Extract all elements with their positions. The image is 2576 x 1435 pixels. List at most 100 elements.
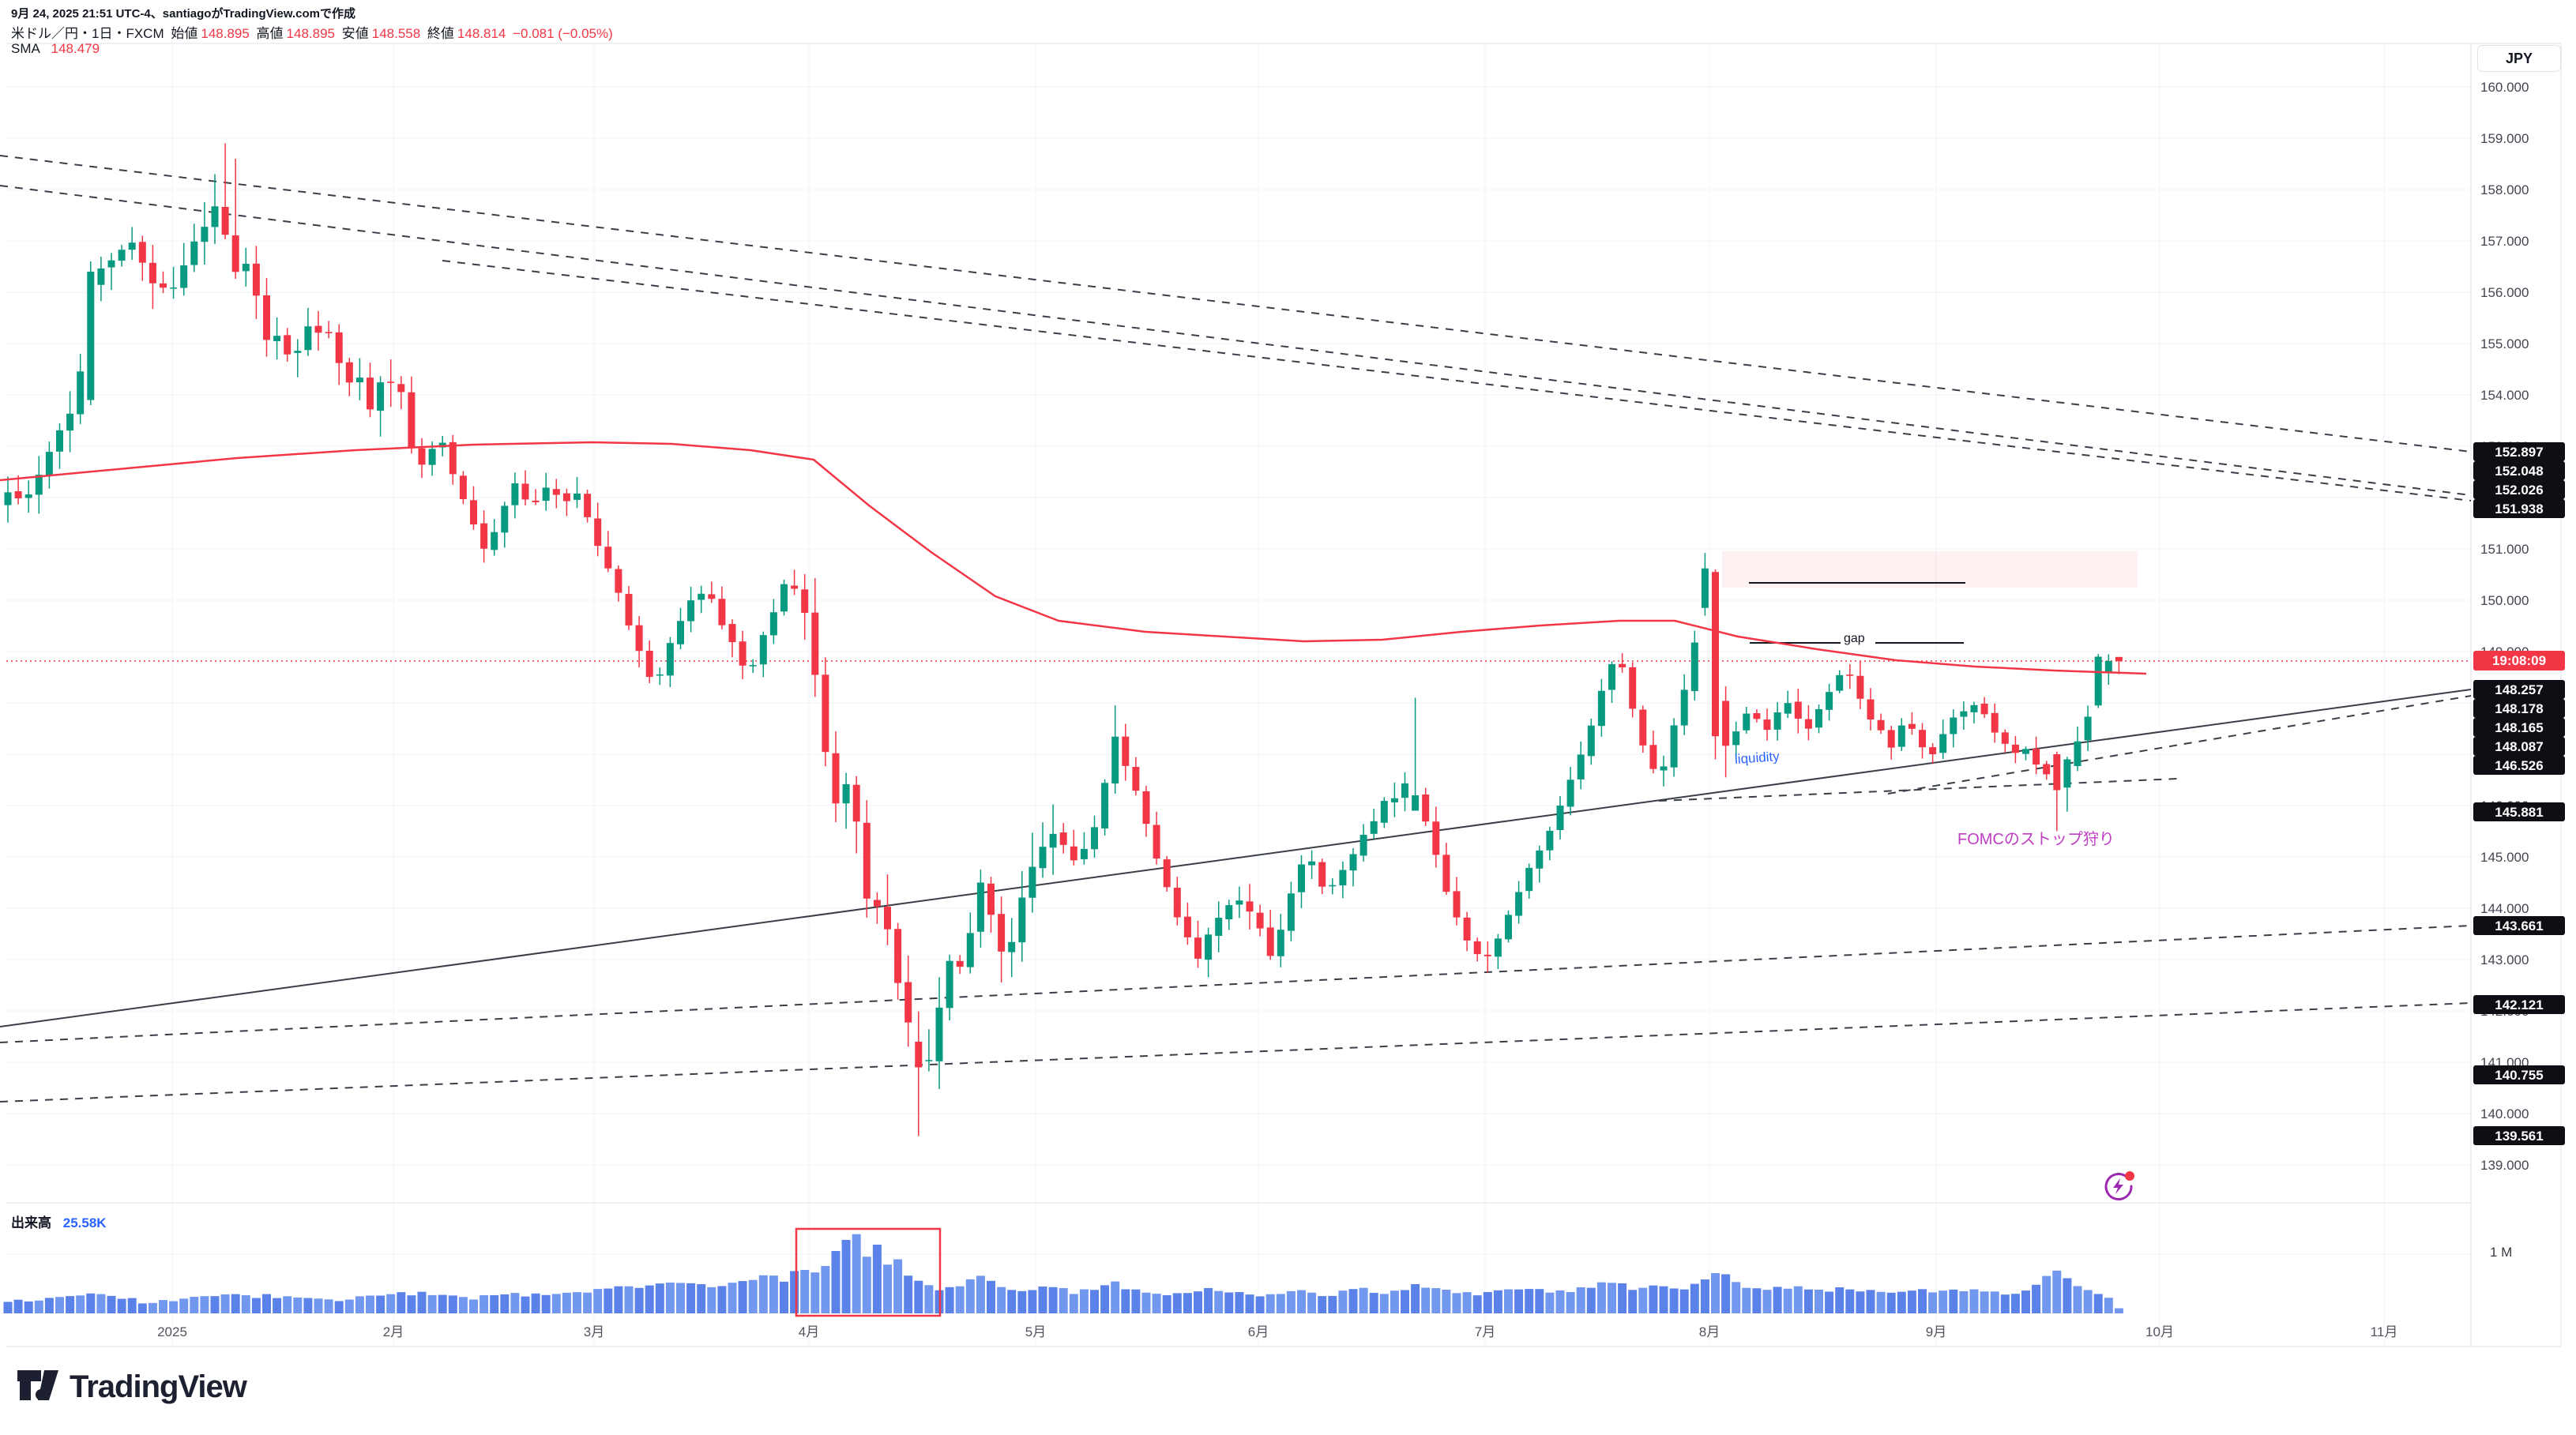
candle[interactable] — [459, 471, 467, 505]
candle[interactable] — [946, 954, 953, 1021]
candle[interactable] — [645, 640, 653, 684]
candle[interactable] — [284, 328, 291, 363]
candle[interactable] — [4, 476, 12, 523]
candle[interactable] — [852, 776, 860, 854]
candle[interactable] — [1929, 743, 1937, 764]
sma-indicator-row[interactable]: SMA 148.479 — [11, 41, 100, 57]
candle[interactable] — [1619, 653, 1626, 673]
candle[interactable] — [170, 266, 178, 299]
liquidity-line[interactable] — [1658, 778, 2178, 802]
candle[interactable] — [2001, 729, 2009, 753]
candle[interactable] — [1142, 785, 1150, 837]
candle[interactable] — [1784, 690, 1792, 719]
candle[interactable] — [501, 501, 509, 548]
candle[interactable] — [1194, 920, 1202, 968]
candle[interactable] — [1101, 779, 1109, 836]
candle[interactable] — [1225, 900, 1233, 930]
candle[interactable] — [314, 310, 322, 351]
candle[interactable] — [894, 922, 902, 1000]
candle[interactable] — [1287, 881, 1295, 942]
candle[interactable] — [1970, 701, 1978, 723]
candle[interactable] — [449, 434, 457, 485]
candle[interactable] — [1608, 661, 1615, 704]
flash-event-icon[interactable] — [2101, 1169, 2136, 1208]
candle[interactable] — [1298, 855, 1305, 908]
month-label[interactable]: 2025 — [157, 1324, 187, 1339]
liquidity-annotation[interactable]: liquidity — [1734, 749, 1781, 767]
candle[interactable] — [1649, 731, 1657, 774]
candle[interactable] — [625, 585, 633, 630]
candle[interactable] — [325, 321, 333, 339]
candle[interactable] — [1070, 829, 1077, 866]
candle[interactable] — [1122, 723, 1130, 781]
candle[interactable] — [780, 579, 788, 616]
highlight-zone-box[interactable] — [1722, 551, 2138, 588]
candle[interactable] — [615, 565, 622, 602]
candle[interactable] — [387, 359, 395, 408]
candle[interactable] — [1867, 688, 1875, 731]
candle[interactable] — [966, 912, 974, 974]
volume-series[interactable] — [3, 1234, 2123, 1313]
rising-support-dash-1[interactable] — [0, 925, 2472, 1043]
candle[interactable] — [1722, 686, 1730, 778]
candle[interactable] — [1836, 670, 1844, 693]
candle[interactable] — [552, 479, 560, 509]
candle[interactable] — [1525, 863, 1533, 899]
candle[interactable] — [1059, 823, 1067, 854]
candle[interactable] — [1670, 718, 1678, 777]
candle[interactable] — [491, 519, 498, 556]
candle[interactable] — [1566, 766, 1574, 816]
symbol-ohlc-row[interactable]: 米ドル／円・1日・FXCM 始値 148.895 高値 148.895 安値 148.… — [11, 22, 616, 42]
candle[interactable] — [573, 477, 581, 509]
candle[interactable] — [149, 245, 156, 310]
candle[interactable] — [221, 143, 229, 239]
candle[interactable] — [1308, 850, 1316, 880]
candle[interactable] — [2011, 735, 2019, 764]
candle[interactable] — [769, 599, 777, 644]
candle[interactable] — [1991, 703, 1999, 743]
month-label[interactable]: 11月 — [2371, 1324, 2398, 1339]
month-label[interactable]: 4月 — [799, 1324, 819, 1339]
candle[interactable] — [1453, 877, 1461, 926]
candle[interactable] — [1266, 909, 1274, 960]
candle[interactable] — [1660, 755, 1668, 787]
candle[interactable] — [1597, 678, 1605, 737]
candle[interactable] — [2043, 761, 2051, 780]
candle[interactable] — [759, 631, 767, 678]
candle[interactable] — [1908, 712, 1916, 735]
candle[interactable] — [97, 256, 105, 302]
candle[interactable] — [1235, 886, 1243, 918]
candle[interactable] — [604, 531, 612, 573]
candle[interactable] — [1546, 826, 1554, 861]
candle[interactable] — [976, 870, 984, 949]
candle[interactable] — [1897, 718, 1905, 751]
candle[interactable] — [273, 317, 281, 360]
candle[interactable] — [201, 202, 209, 265]
candle[interactable] — [24, 480, 32, 513]
candle[interactable] — [1639, 705, 1647, 753]
candle[interactable] — [1246, 884, 1254, 930]
candle[interactable] — [1422, 787, 1430, 826]
candle[interactable] — [1173, 877, 1181, 926]
candle[interactable] — [252, 246, 260, 319]
candle[interactable] — [1215, 901, 1223, 952]
candle[interactable] — [2094, 654, 2102, 708]
candle[interactable] — [666, 637, 674, 687]
candle[interactable] — [377, 376, 385, 437]
candle[interactable] — [1484, 941, 1491, 973]
candle[interactable] — [345, 358, 353, 396]
candle[interactable] — [1401, 772, 1408, 812]
candle[interactable] — [656, 667, 664, 686]
candle[interactable] — [749, 659, 757, 674]
candle[interactable] — [367, 363, 374, 418]
candle[interactable] — [1359, 824, 1367, 862]
candle[interactable] — [87, 261, 95, 405]
candle[interactable] — [1018, 871, 1026, 962]
candle[interactable] — [635, 616, 643, 668]
candle[interactable] — [521, 470, 529, 505]
symbol-title[interactable]: 米ドル／円・1日・FXCM — [11, 26, 164, 41]
candle[interactable] — [160, 271, 167, 294]
candle[interactable] — [698, 585, 705, 614]
candle[interactable] — [925, 1029, 933, 1072]
